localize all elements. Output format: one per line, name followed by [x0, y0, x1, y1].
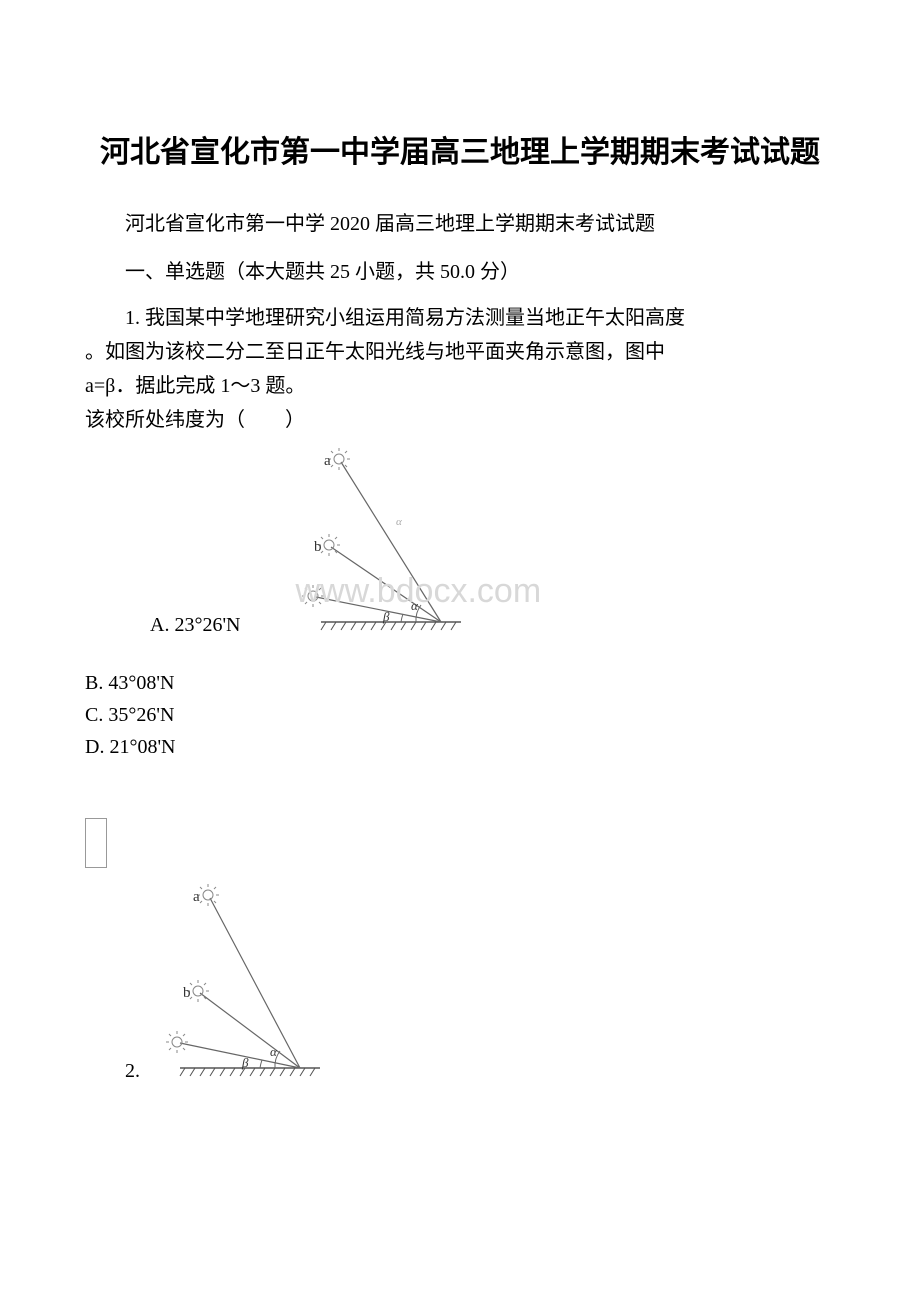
vertical-marker-box: [85, 818, 107, 868]
option-c: C. 35°26'N: [85, 699, 835, 731]
svg-text:β: β: [241, 1055, 249, 1070]
sun-icon: [166, 1031, 188, 1053]
diagram-row-1: A. 23°26'N: [85, 447, 835, 642]
question1-line2: 。如图为该校二分二至日正午太阳光线与地平面夹角示意图，图中: [85, 335, 835, 369]
svg-text:a: a: [324, 453, 331, 469]
question2-number: 2.: [85, 1060, 140, 1088]
sun-icon: [302, 585, 324, 607]
svg-text:a: a: [193, 889, 200, 905]
option-a: A. 23°26'N: [150, 614, 241, 642]
svg-text:α: α: [411, 598, 419, 613]
option-d: D. 21°08'N: [85, 731, 835, 763]
options-block: B. 43°08'N C. 35°26'N D. 21°08'N: [85, 667, 835, 763]
option-b: B. 43°08'N: [85, 667, 835, 699]
svg-text:b: b: [183, 985, 191, 1001]
svg-text:α: α: [396, 516, 402, 528]
question1-prompt: 该校所处纬度为（ ）: [85, 403, 835, 437]
svg-text:b: b: [314, 539, 322, 555]
question1-line1: 1. 我国某中学地理研究小组运用简易方法测量当地正午太阳高度: [85, 301, 835, 335]
section-header: 一、单选题（本大题共 25 小题，共 50.0 分）: [85, 253, 835, 291]
sun-angle-diagram-1: a b α β α www.bdocx.com: [261, 447, 541, 642]
sun-icon: [328, 448, 350, 470]
question2-row: 2.: [85, 883, 835, 1088]
svg-text:β: β: [382, 609, 390, 624]
sun-icon: [197, 884, 219, 906]
page-title: 河北省宣化市第一中学届高三地理上学期期末考试试题: [85, 130, 835, 175]
svg-text:α: α: [270, 1044, 278, 1059]
question1-line3: a=β．据此完成 1～3 题。: [85, 369, 835, 403]
subtitle-text: 河北省宣化市第一中学 2020 届高三地理上学期期末考试试题: [85, 205, 835, 243]
sun-angle-diagram-2: a b α β: [150, 883, 370, 1088]
